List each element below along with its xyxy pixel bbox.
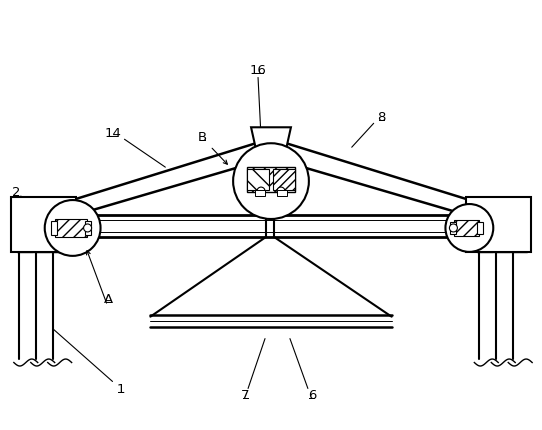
Circle shape [233,144,309,219]
Bar [450,222,456,234]
Text: 16: 16 [250,64,267,77]
Polygon shape [454,221,479,237]
Bar [466,198,531,252]
Text: 7: 7 [241,388,249,401]
Text: 14: 14 [104,126,121,139]
Polygon shape [251,128,291,155]
Text: 6: 6 [308,388,316,401]
Circle shape [446,205,493,252]
Circle shape [449,224,457,232]
Bar [11,198,76,252]
Circle shape [45,200,101,256]
Text: B: B [198,130,207,144]
Bar [85,221,91,235]
Circle shape [83,224,92,232]
Text: A: A [104,292,113,306]
Text: 1: 1 [116,382,125,395]
Text: 8: 8 [377,111,386,123]
Bar [51,221,57,235]
Bar [255,190,265,197]
Polygon shape [55,219,87,237]
Text: 2: 2 [11,185,20,198]
Polygon shape [273,170,295,190]
Bar [478,222,483,234]
Polygon shape [247,168,295,193]
Circle shape [257,187,265,196]
Circle shape [277,187,285,196]
Polygon shape [247,170,269,190]
Bar [277,190,287,197]
